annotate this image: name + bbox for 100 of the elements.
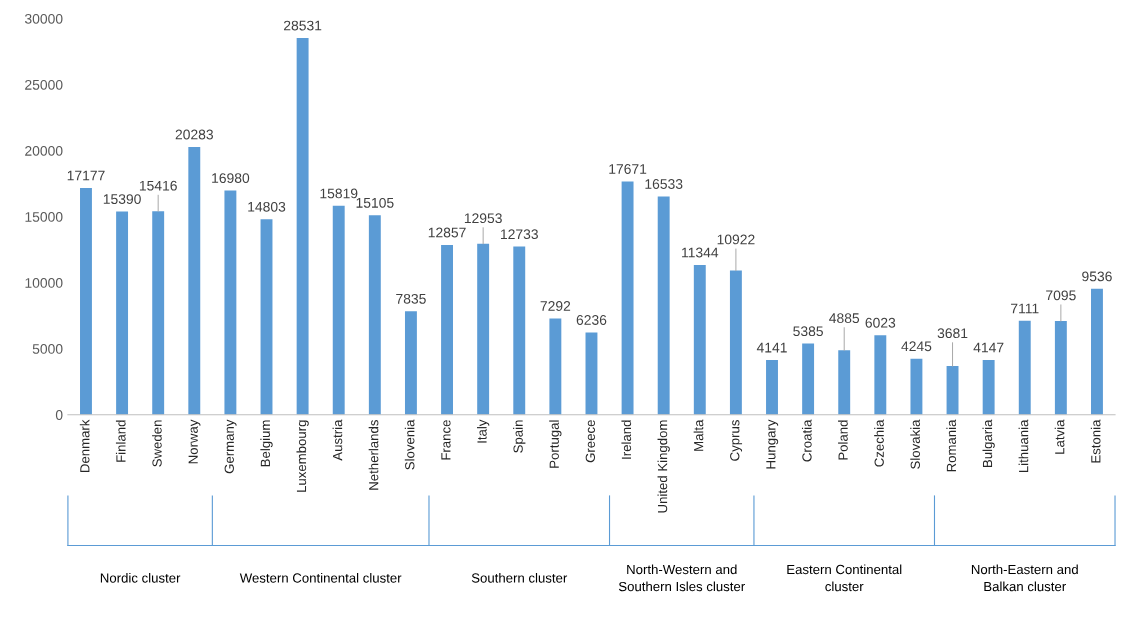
text: Eastern Continental cluster (787, 564, 902, 592)
bar (116, 211, 129, 415)
data-label: 15390 (103, 194, 141, 204)
x-tick-label: Hungary (766, 419, 779, 469)
x-tick-label: Norway (188, 419, 201, 464)
x-tick-label: Germany (224, 419, 237, 474)
data-label: 17671 (609, 164, 647, 174)
y-tick-label: 10000 (25, 278, 63, 288)
bar (1018, 320, 1031, 415)
x-tick-label: Poland (838, 420, 848, 460)
bar (946, 366, 959, 415)
bar (188, 146, 201, 415)
x-tick-label: United Kingdom (657, 420, 670, 513)
x-tick-label: Croatia (801, 419, 812, 462)
x-tick-label: Denmark (79, 419, 90, 473)
x-tick-label: Cyprus (730, 420, 743, 461)
bar (910, 358, 923, 415)
bar (693, 264, 706, 415)
x-tick-label: Belgium (260, 420, 273, 467)
bar (260, 219, 273, 415)
x-tick-label: Romania (946, 419, 957, 472)
text: Nordic cluster (100, 572, 181, 583)
bar (585, 332, 598, 415)
data-label: 14803 (248, 201, 286, 212)
bar (838, 350, 851, 415)
y-tick-label: 30000 (24, 13, 63, 24)
x-tick-label: Greece (585, 420, 596, 463)
x-tick-label: Estonia (1090, 419, 1101, 463)
x-tick-label: Malta (693, 419, 704, 451)
data-label: 15105 (356, 197, 394, 208)
bar (549, 318, 562, 415)
x-tick-label: Spain (513, 420, 526, 453)
y-tick-label: 20000 (25, 145, 63, 156)
data-label: 17177 (67, 170, 105, 181)
bar (477, 243, 490, 415)
data-label: 4141 (756, 342, 787, 353)
data-label: 12857 (428, 227, 466, 238)
x-tick-label: Italy (477, 419, 490, 443)
x-tick-label: Slovakia (910, 419, 920, 469)
y-tick-label: 25000 (25, 79, 63, 90)
bar (368, 215, 381, 415)
bar (766, 360, 778, 415)
x-tick-label: Lithuania (1018, 419, 1029, 473)
bar (1091, 288, 1103, 415)
bar (224, 190, 237, 415)
data-label: 5385 (793, 326, 823, 337)
data-label: 4245 (901, 341, 932, 352)
x-tick-label: Latvia (1054, 419, 1065, 454)
bar (657, 196, 670, 415)
data-label: 12953 (464, 213, 502, 224)
bar (404, 311, 417, 415)
bar (332, 205, 345, 415)
data-label: 7292 (540, 301, 571, 311)
x-tick-label: France (441, 420, 451, 460)
text: North-Eastern and Balkan cluster (971, 564, 1078, 592)
y-tick-label: 0 (55, 410, 63, 420)
data-label: 16533 (645, 179, 683, 189)
data-label: 15819 (320, 188, 358, 199)
bar (152, 211, 165, 415)
x-tick-label: Luxembourg (296, 420, 309, 492)
bar (729, 270, 742, 415)
data-label: 3681 (937, 328, 968, 339)
data-label: 20283 (175, 129, 213, 140)
bar (513, 246, 526, 415)
data-label: 9536 (1082, 271, 1112, 282)
bar (621, 181, 634, 415)
text: Western Continental cluster (239, 572, 402, 583)
x-tick-label: Netherlands (368, 420, 379, 490)
y-tick-label: 15000 (25, 211, 63, 222)
data-label: 16980 (212, 173, 250, 183)
data-label: 6236 (576, 315, 607, 325)
x-tick-label: Slovenia (404, 419, 415, 470)
y-tick-label: 5000 (32, 344, 63, 354)
x-tick-label: Czechia (874, 419, 884, 467)
data-label: 11344 (682, 247, 719, 258)
data-label: 4147 (973, 342, 1004, 353)
bar (80, 187, 92, 415)
data-label: 7835 (396, 293, 426, 304)
bar (441, 244, 453, 415)
x-tick-label: Bulgaria (982, 419, 995, 467)
text: North-Western and Southern Isles cluster (618, 564, 745, 592)
data-label: 15416 (139, 180, 177, 191)
bar (982, 359, 995, 415)
text: Southern cluster (471, 572, 568, 583)
x-tick-label: Ireland (621, 420, 632, 459)
data-label: 4885 (829, 313, 860, 324)
x-tick-label: Finland (115, 420, 126, 462)
data-label: 7111 (1011, 303, 1039, 314)
bar (1054, 321, 1067, 415)
x-tick-label: Austria (332, 419, 343, 461)
data-label: 7095 (1046, 290, 1076, 301)
data-label: 12733 (501, 229, 538, 240)
bar (296, 37, 309, 415)
data-label: 6023 (865, 317, 896, 328)
bar (802, 343, 815, 415)
bar (874, 335, 887, 415)
data-label: 28531 (284, 20, 322, 31)
data-label: 10922 (717, 234, 755, 245)
x-tick-label: Portugal (549, 420, 562, 468)
x-tick-label: Sweden (152, 420, 162, 467)
